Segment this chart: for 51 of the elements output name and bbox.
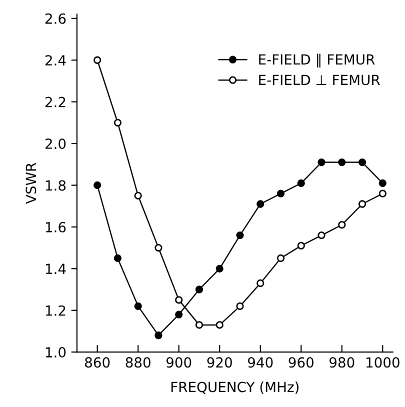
- y-tick-label: 1.0: [46, 347, 66, 358]
- point: [318, 158, 326, 166]
- point: [114, 118, 122, 126]
- y-tick-label: 1.6: [46, 222, 66, 232]
- point: [134, 192, 142, 200]
- point: [94, 56, 102, 64]
- x-tick-label: 900: [166, 357, 192, 368]
- point: [236, 231, 244, 240]
- x-tick-label: 1000: [366, 357, 400, 368]
- point: [338, 158, 346, 166]
- point: [154, 332, 162, 340]
- point: [216, 321, 224, 329]
- y-axis-title: VSWR: [26, 162, 36, 204]
- point: [154, 244, 162, 252]
- point: [378, 179, 386, 187]
- y-tick-label: 2.6: [45, 13, 66, 24]
- y-tick-label: 1.4: [46, 264, 66, 274]
- x-axis-title: FREQUENCY (MHz): [171, 381, 298, 394]
- y-tick-label: 1.2: [46, 305, 66, 316]
- point: [297, 242, 305, 250]
- point: [256, 200, 264, 208]
- point: [175, 296, 183, 304]
- point: [216, 264, 224, 272]
- point: [175, 310, 183, 318]
- y-tick-label: 2.2: [45, 96, 66, 108]
- x-tick-label: 920: [207, 357, 232, 368]
- x-tick-label: 880: [126, 357, 150, 368]
- y-tick-label: 2.4: [45, 55, 66, 66]
- x-tick-label: 980: [330, 357, 354, 368]
- point: [256, 279, 264, 288]
- x-tick-label: 860: [85, 357, 110, 368]
- point: [94, 181, 102, 190]
- legend-label: E-FIELD ⊥ FEMUR: [259, 74, 380, 86]
- x-tick-label: 960: [288, 357, 314, 368]
- y-tick-label: 1.8: [46, 180, 66, 191]
- point: [338, 221, 346, 229]
- point: [378, 190, 386, 198]
- point: [114, 254, 122, 262]
- point: [297, 179, 305, 187]
- point: [318, 231, 326, 240]
- point: [358, 200, 366, 208]
- y-tick-label: 2.0: [45, 138, 66, 150]
- legend-label: E-FIELD ∥ FEMUR: [259, 54, 375, 68]
- x-tick-label: 940: [248, 357, 273, 368]
- point: [195, 321, 204, 329]
- point: [195, 286, 204, 294]
- point: [276, 254, 285, 262]
- point: [236, 302, 244, 310]
- point: [134, 302, 142, 310]
- point: [358, 158, 366, 166]
- point: [276, 190, 285, 198]
